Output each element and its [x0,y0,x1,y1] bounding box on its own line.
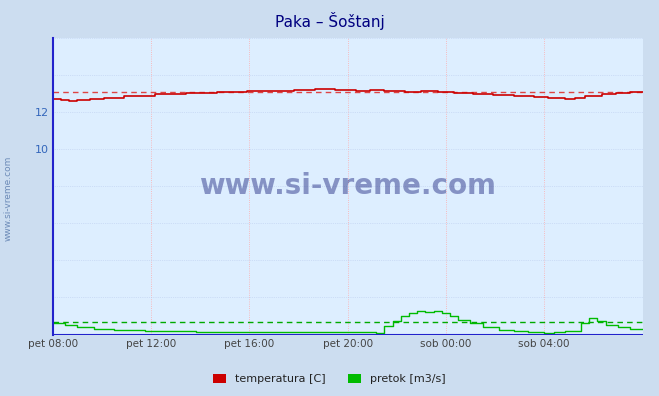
Legend: temperatura [C], pretok [m3/s]: temperatura [C], pretok [m3/s] [209,369,450,388]
Text: www.si-vreme.com: www.si-vreme.com [199,172,496,200]
Text: www.si-vreme.com: www.si-vreme.com [4,155,13,241]
Text: Paka – Šoštanj: Paka – Šoštanj [275,12,384,30]
